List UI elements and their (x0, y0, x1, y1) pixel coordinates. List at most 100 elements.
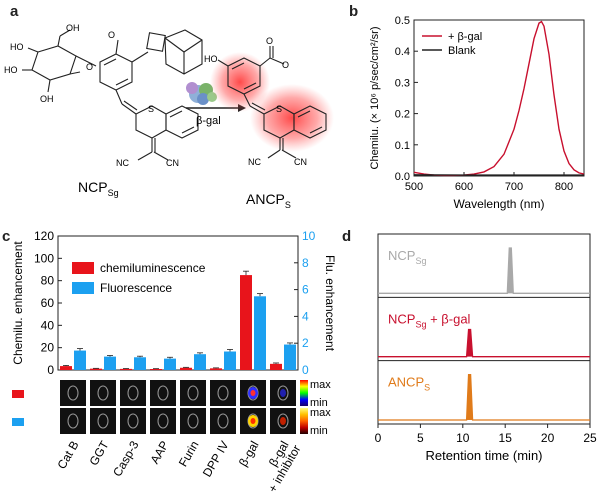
well-outline (157, 385, 169, 401)
y-tick-label: 0.4 (395, 46, 410, 58)
bar-chemiluminescence (240, 275, 252, 370)
bar-fluorescence (134, 357, 146, 370)
y-left-tick-label: 20 (41, 341, 55, 355)
y-left-tick-label: 120 (34, 229, 54, 243)
x-tick-label: 25 (583, 431, 597, 445)
atom-nc-product: NC (248, 157, 261, 167)
bar-fluorescence (164, 358, 176, 370)
y-right-tick-label: 0 (302, 363, 309, 377)
category-label: β-gal (236, 439, 262, 469)
hplc-chart: NCPSg NCPSg + β-gal ANCPS 0 5 10 15 20 25 Retenti… (375, 233, 597, 463)
colorbar-min: min (310, 425, 328, 437)
y-right-tick-label: 8 (302, 256, 309, 270)
bar-fluorescence (254, 296, 266, 370)
well-outline (187, 385, 199, 401)
legend-label: chemiluminescence (100, 261, 206, 275)
enzyme-icon (186, 82, 217, 105)
well-outline (217, 385, 229, 401)
x-tick-label: 0 (375, 431, 382, 445)
atom-s-probe: S (148, 104, 154, 114)
trace-label-1: NCPSg + β-gal (388, 311, 471, 329)
imaging-well (60, 380, 86, 406)
imaging-well (210, 380, 236, 406)
well-outline (97, 385, 109, 401)
atom-oh-2: OH (40, 94, 54, 104)
colorbar (300, 408, 308, 434)
panel-a-label: a (10, 3, 19, 20)
y-left-tick-label: 80 (41, 274, 55, 288)
trace-label-2: ANCPS (388, 375, 430, 393)
atom-o-link: O (86, 62, 93, 72)
well-outline (277, 413, 289, 429)
y-right-axis-label: Flu. enhancement (323, 255, 337, 352)
atom-s-product: S (276, 104, 282, 114)
y-left-axis-label: Chemilu. enhancement (11, 241, 25, 365)
signal-spot (280, 389, 286, 397)
atom-o-ester2: O (282, 60, 289, 70)
colorbar-max: max (310, 407, 331, 419)
adamantane (164, 29, 203, 75)
bar-fluorescence (224, 351, 236, 370)
colorbar-max: max (310, 379, 331, 391)
bar-chemiluminescence (180, 367, 192, 370)
category-label: Furin (176, 439, 202, 470)
trace-peak-0 (507, 248, 514, 294)
well-outline (127, 385, 139, 401)
panel-c-label: c (2, 228, 11, 245)
imaging-well (150, 408, 176, 434)
well-outline (157, 413, 169, 429)
colorbar-min: min (310, 397, 328, 409)
series-line-beta-gal (413, 20, 585, 177)
atom-ho-1: HO (4, 65, 18, 75)
panel-a-scheme: HO HO OH OH O O S NC CN β-gal (4, 23, 334, 210)
atom-cn-product: CN (294, 157, 307, 167)
x-tick-label: 700 (505, 181, 523, 193)
atom-ho-2: HO (10, 42, 24, 52)
imaging-well (150, 380, 176, 406)
well-outline (97, 413, 109, 429)
probe-name: NCPSg (78, 179, 119, 198)
well-outline (187, 413, 199, 429)
y-right-tick-label: 6 (302, 283, 309, 297)
y-tick-label: 0.1 (395, 140, 410, 152)
bar-fluorescence (284, 344, 296, 370)
bar-chemiluminescence (90, 368, 102, 370)
trace-label-0: NCPSg (388, 248, 426, 266)
well-outline (217, 413, 229, 429)
atom-nc-probe: NC (116, 158, 129, 168)
x-tick-label: 600 (455, 181, 473, 193)
imaging-well (180, 380, 206, 406)
atom-cn-probe: CN (166, 158, 179, 168)
y-right-tick-label: 10 (302, 229, 316, 243)
y-axis-label: Chemilu. (× 10⁶ p/sec/cm²/sr) (369, 27, 381, 170)
reaction-enzyme-label: β-gal (196, 115, 221, 127)
y-left-tick-label: 40 (41, 318, 55, 332)
y-tick-label: 0.5 (395, 15, 410, 27)
imaging-well (210, 408, 236, 434)
signal-core (250, 390, 256, 396)
legend-swatch (72, 262, 94, 274)
bar-chemiluminescence (150, 368, 162, 370)
imaging-well (90, 408, 116, 434)
bar-chemiluminescence (270, 363, 282, 370)
well-outline (127, 413, 139, 429)
enhancement-chart: 0 20 40 60 80 100 120 0 2 4 6 8 10 Chemilu. enhanceme… (11, 229, 337, 495)
x-tick-label: 20 (541, 431, 555, 445)
imaging-well (60, 408, 86, 434)
bar-chemiluminescence (120, 368, 132, 370)
bar-fluorescence (194, 354, 206, 370)
y-right-tick-label: 2 (302, 336, 309, 350)
bar-chemiluminescence (210, 368, 222, 370)
y-tick-label: 0.2 (395, 109, 410, 121)
legend-label: Blank (448, 45, 476, 57)
legend-label: Fluorescence (100, 281, 172, 295)
x-axis-label: Wavelength (nm) (454, 197, 545, 211)
spectrum-chart: 500 600 700 800 0.0 0.1 0.2 0.3 0.4 0.5 Wavelength… (369, 15, 585, 211)
product-glow-phenol (210, 52, 270, 112)
x-tick-label: 5 (417, 431, 424, 445)
row-indicator-chemiluminescence (12, 390, 24, 398)
x-tick-label: 10 (456, 431, 470, 445)
atom-ho-product: HO (204, 54, 218, 64)
panel-b-label: b (349, 3, 359, 20)
trace-1 (378, 328, 590, 358)
